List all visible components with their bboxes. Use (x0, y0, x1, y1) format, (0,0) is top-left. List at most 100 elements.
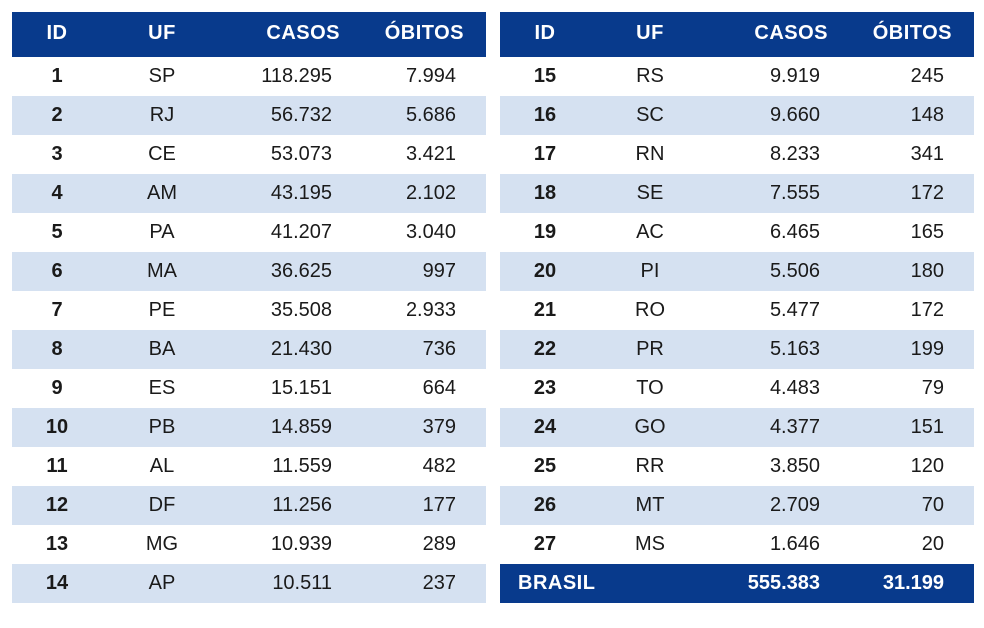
cell-obitos: 997 (362, 252, 486, 291)
header-row: ID UF CASOS ÓBITOS (500, 12, 974, 57)
cell-casos: 4.483 (710, 369, 850, 408)
cell-id: 9 (12, 369, 102, 408)
cell-casos: 9.660 (710, 96, 850, 135)
cell-obitos: 341 (850, 135, 974, 174)
cell-obitos: 237 (362, 564, 486, 603)
cell-obitos: 2.102 (362, 174, 486, 213)
table-row: 19AC6.465165 (500, 213, 974, 252)
cell-id: 17 (500, 135, 590, 174)
cell-uf: MS (590, 525, 710, 564)
cell-obitos: 379 (362, 408, 486, 447)
cell-uf: RO (590, 291, 710, 330)
table-row: 10PB14.859379 (12, 408, 486, 447)
cell-casos: 2.709 (710, 486, 850, 525)
cell-obitos: 20 (850, 525, 974, 564)
table-row: 11AL11.559482 (12, 447, 486, 486)
left-table: ID UF CASOS ÓBITOS 1SP118.2957.9942RJ56.… (12, 12, 486, 603)
cell-uf: CE (102, 135, 222, 174)
total-row: BRASIL555.38331.199 (500, 564, 974, 603)
cell-id: 3 (12, 135, 102, 174)
table-row: 27MS1.64620 (500, 525, 974, 564)
cell-id: 23 (500, 369, 590, 408)
cell-casos: 7.555 (710, 174, 850, 213)
table-row: 13MG10.939289 (12, 525, 486, 564)
cell-uf: AC (590, 213, 710, 252)
cell-obitos: 177 (362, 486, 486, 525)
cell-obitos: 199 (850, 330, 974, 369)
cell-obitos: 5.686 (362, 96, 486, 135)
cell-casos: 15.151 (222, 369, 362, 408)
cell-id: 11 (12, 447, 102, 486)
cell-id: 16 (500, 96, 590, 135)
cell-uf: SC (590, 96, 710, 135)
cell-id: 10 (12, 408, 102, 447)
table-row: 22PR5.163199 (500, 330, 974, 369)
table-row: 20PI5.506180 (500, 252, 974, 291)
total-label: BRASIL (500, 564, 710, 603)
table-row: 1SP118.2957.994 (12, 57, 486, 96)
cell-id: 21 (500, 291, 590, 330)
cell-uf: PA (102, 213, 222, 252)
cell-id: 14 (12, 564, 102, 603)
cell-uf: MT (590, 486, 710, 525)
cell-casos: 8.233 (710, 135, 850, 174)
cell-casos: 9.919 (710, 57, 850, 96)
cell-obitos: 165 (850, 213, 974, 252)
table-row: 17RN8.233341 (500, 135, 974, 174)
cell-id: 24 (500, 408, 590, 447)
col-id: ID (12, 12, 102, 57)
cell-uf: AM (102, 174, 222, 213)
cell-uf: GO (590, 408, 710, 447)
total-obitos: 31.199 (850, 564, 974, 603)
cell-uf: PB (102, 408, 222, 447)
table-row: 16SC9.660148 (500, 96, 974, 135)
cell-casos: 41.207 (222, 213, 362, 252)
table-row: 18SE7.555172 (500, 174, 974, 213)
cell-casos: 53.073 (222, 135, 362, 174)
table-row: 9ES15.151664 (12, 369, 486, 408)
cell-id: 25 (500, 447, 590, 486)
cell-id: 22 (500, 330, 590, 369)
table-row: 2RJ56.7325.686 (12, 96, 486, 135)
cell-obitos: 664 (362, 369, 486, 408)
col-obitos: ÓBITOS (362, 12, 486, 57)
cell-uf: RR (590, 447, 710, 486)
table-row: 26MT2.70970 (500, 486, 974, 525)
tables-wrapper: ID UF CASOS ÓBITOS 1SP118.2957.9942RJ56.… (12, 12, 972, 603)
cell-casos: 6.465 (710, 213, 850, 252)
cell-id: 27 (500, 525, 590, 564)
col-obitos: ÓBITOS (850, 12, 974, 57)
cell-uf: AP (102, 564, 222, 603)
total-casos: 555.383 (710, 564, 850, 603)
cell-uf: MA (102, 252, 222, 291)
cell-id: 8 (12, 330, 102, 369)
table-row: 23TO4.48379 (500, 369, 974, 408)
right-table: ID UF CASOS ÓBITOS 15RS9.91924516SC9.660… (500, 12, 974, 603)
cell-obitos: 3.421 (362, 135, 486, 174)
cell-obitos: 7.994 (362, 57, 486, 96)
cell-uf: DF (102, 486, 222, 525)
table-row: 8BA21.430736 (12, 330, 486, 369)
cell-obitos: 482 (362, 447, 486, 486)
table-row: 5PA41.2073.040 (12, 213, 486, 252)
cell-casos: 10.511 (222, 564, 362, 603)
cell-id: 6 (12, 252, 102, 291)
cell-uf: SP (102, 57, 222, 96)
table-row: 6MA36.625997 (12, 252, 486, 291)
cell-uf: RJ (102, 96, 222, 135)
cell-obitos: 289 (362, 525, 486, 564)
cell-id: 7 (12, 291, 102, 330)
cell-uf: PI (590, 252, 710, 291)
cell-casos: 118.295 (222, 57, 362, 96)
cell-uf: ES (102, 369, 222, 408)
cell-uf: SE (590, 174, 710, 213)
cell-uf: RN (590, 135, 710, 174)
cell-obitos: 148 (850, 96, 974, 135)
cell-casos: 10.939 (222, 525, 362, 564)
cell-casos: 21.430 (222, 330, 362, 369)
table-row: 21RO5.477172 (500, 291, 974, 330)
cell-id: 18 (500, 174, 590, 213)
cell-obitos: 245 (850, 57, 974, 96)
cell-casos: 11.256 (222, 486, 362, 525)
col-casos: CASOS (222, 12, 362, 57)
